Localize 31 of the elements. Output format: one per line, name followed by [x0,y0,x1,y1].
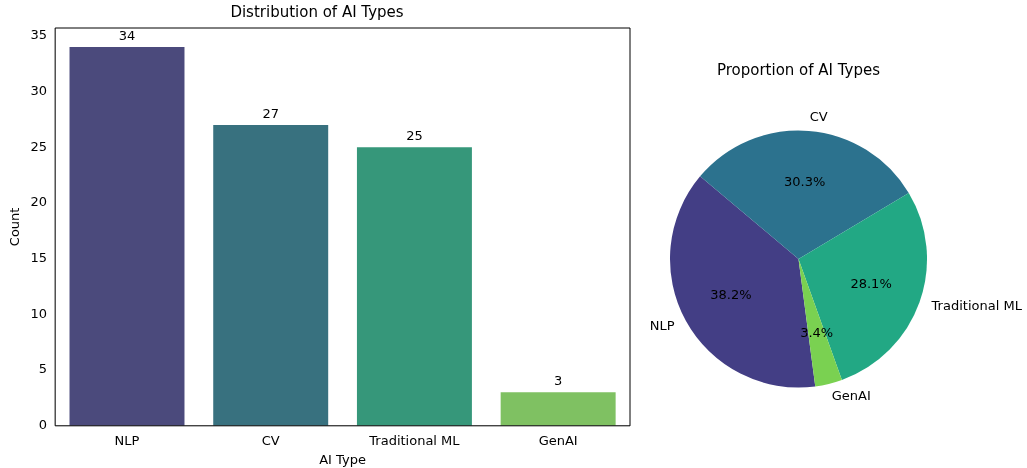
y-tick-label: 20 [30,194,48,210]
y-tick-label: 30 [30,82,48,98]
x-tick-label: NLP [114,432,140,448]
data-label: 3 [554,373,563,389]
chart-title: Proportion of AI Types [716,60,881,79]
y-tick-label: 5 [38,361,48,377]
y-tick-label: 15 [30,250,48,266]
bar [213,124,329,426]
data-label: 27 [262,105,279,121]
data-label: 38.2% [710,287,752,303]
y-tick-label: 25 [30,138,48,154]
y-axis-title: Count [7,207,23,247]
y-tick-label: 35 [30,27,48,43]
data-label: 25 [406,128,423,144]
x-axis-title: AI Type [319,451,366,467]
bar [500,392,616,426]
y-tick-label: 10 [30,305,48,321]
data-label: 28.1% [850,276,892,292]
slice-label: CV [809,109,828,125]
slice-label: Traditional ML [930,297,1023,313]
bar [69,46,185,426]
slice-label: GenAI [831,387,871,403]
data-label: 30.3% [783,173,826,189]
x-tick-label: CV [261,432,280,448]
y-tick-label: 0 [38,417,48,433]
chart-title: Distribution of AI Types [230,2,404,21]
x-tick-label: Traditional ML [368,432,461,448]
data-label: 34 [118,27,136,43]
slice-label: NLP [649,318,675,334]
x-tick-label: GenAI [538,432,578,448]
bar [356,147,472,426]
